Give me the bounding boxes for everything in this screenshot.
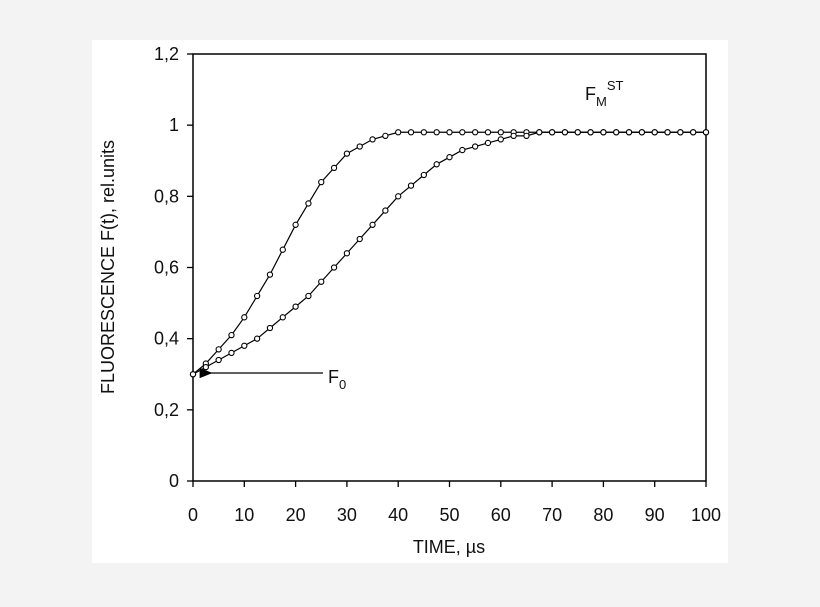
- annotation-subscript: 0: [339, 377, 346, 392]
- data-point: [510, 132, 517, 139]
- data-point: [420, 171, 427, 179]
- data-point: [395, 129, 402, 136]
- data-point: [587, 129, 594, 136]
- data-point: [407, 129, 415, 136]
- annotation-text: F: [328, 367, 339, 387]
- x-tick-label: 70: [542, 505, 562, 525]
- data-point: [548, 129, 556, 136]
- data-point: [382, 207, 389, 214]
- data-point: [330, 264, 338, 271]
- annotation-superscript: ST: [607, 78, 624, 93]
- x-tick-label: 40: [388, 505, 408, 525]
- data-point: [266, 324, 274, 332]
- data-point: [253, 335, 261, 342]
- data-point: [356, 235, 363, 243]
- x-tick-label: 0: [188, 505, 198, 525]
- x-tick-label: 30: [337, 505, 357, 525]
- data-point: [484, 129, 492, 136]
- fm-annotation: FMST: [585, 78, 624, 109]
- data-point: [318, 278, 325, 285]
- data-point: [266, 271, 274, 278]
- x-tick-label: 60: [491, 505, 511, 525]
- data-point: [433, 129, 440, 136]
- y-tick-label: 0,4: [154, 329, 179, 349]
- data-point: [536, 129, 543, 136]
- y-axis-label: FLUORESCENCE F(t), rel.units: [98, 140, 118, 394]
- data-point: [690, 129, 697, 136]
- data-point: [292, 303, 299, 310]
- data-point: [369, 136, 376, 143]
- x-axis-label: TIME, µs: [413, 537, 485, 557]
- data-point: [189, 371, 197, 378]
- y-tick-label: 1,2: [154, 44, 179, 64]
- data-point: [318, 178, 325, 186]
- y-tick-label: 0: [169, 471, 179, 491]
- data-point: [497, 136, 504, 143]
- data-point: [279, 246, 286, 253]
- data-point: [702, 129, 710, 136]
- data-point: [202, 363, 209, 371]
- x-tick-label: 20: [286, 505, 306, 525]
- data-point: [228, 331, 235, 339]
- data-point: [407, 182, 415, 189]
- data-point: [459, 146, 466, 154]
- data-point: [420, 129, 427, 136]
- data-point: [484, 139, 492, 147]
- y-tick-label: 0,8: [154, 186, 179, 206]
- data-point: [638, 129, 646, 136]
- data-point: [625, 129, 633, 136]
- data-point: [228, 349, 235, 357]
- data-point: [215, 356, 222, 364]
- data-point: [574, 129, 581, 136]
- data-point: [241, 342, 248, 349]
- data-point: [305, 292, 312, 300]
- data-point: [471, 143, 479, 150]
- x-tick-label: 10: [234, 505, 254, 525]
- data-point: [279, 314, 286, 321]
- data-point: [343, 150, 351, 157]
- annotation-subscript: M: [596, 94, 607, 109]
- data-point: [677, 129, 684, 136]
- data-point: [459, 129, 466, 136]
- data-point: [215, 346, 222, 353]
- data-point: [651, 129, 658, 136]
- data-point: [446, 129, 453, 136]
- data-point: [561, 129, 569, 136]
- data-point: [446, 154, 453, 161]
- data-point: [613, 129, 620, 136]
- data-point: [330, 164, 338, 172]
- data-point: [343, 250, 351, 257]
- x-tick-label: 100: [691, 505, 721, 525]
- x-tick-label: 80: [593, 505, 613, 525]
- data-point: [471, 129, 479, 136]
- x-tick-label: 50: [439, 505, 459, 525]
- chart-background: [92, 40, 728, 563]
- annotation-text: F: [585, 84, 596, 104]
- data-point: [497, 129, 504, 136]
- data-point: [241, 314, 248, 321]
- y-tick-label: 0,6: [154, 258, 179, 278]
- data-point: [664, 129, 671, 136]
- data-point: [600, 129, 607, 136]
- f0-annotation: F0: [328, 367, 346, 392]
- data-point: [369, 221, 376, 228]
- data-point: [356, 143, 363, 150]
- x-tick-label: 90: [645, 505, 665, 525]
- y-tick-label: 1: [169, 115, 179, 135]
- data-point: [253, 292, 261, 300]
- data-point: [292, 221, 299, 228]
- data-point: [395, 193, 402, 200]
- data-point: [433, 161, 440, 168]
- data-point: [382, 132, 389, 139]
- y-tick-label: 0,2: [154, 400, 179, 420]
- data-point: [305, 200, 312, 207]
- data-point: [523, 132, 530, 139]
